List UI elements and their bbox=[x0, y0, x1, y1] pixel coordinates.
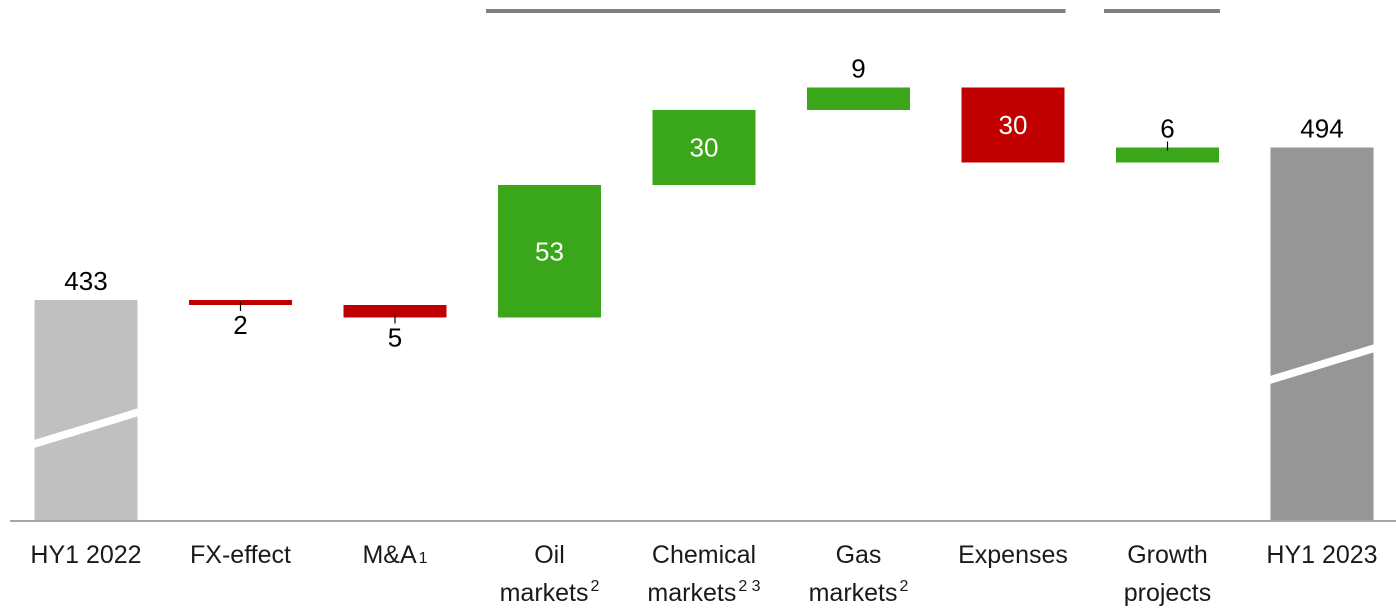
value-label-m-and-a: 5 bbox=[388, 323, 402, 353]
category-label-gas-markets-line2: markets 2 bbox=[809, 578, 909, 607]
footnote-marker-gas-markets: 2 bbox=[900, 578, 909, 595]
value-label-chemical-markets: 30 bbox=[690, 133, 719, 163]
value-label-growth-projects: 6 bbox=[1160, 114, 1174, 144]
category-label-gas-markets: Gas bbox=[836, 541, 882, 569]
category-label-oil-markets: Oil bbox=[534, 541, 565, 569]
value-label-fx-effect: 2 bbox=[233, 310, 247, 340]
bar-growth-projects bbox=[1116, 147, 1219, 163]
bar-expenses bbox=[961, 87, 1065, 163]
axis-break-hy1-2022 bbox=[33, 408, 139, 449]
bar-gas-markets bbox=[807, 87, 910, 110]
category-label-hy1-2022: HY1 2022 bbox=[30, 541, 141, 569]
category-label-chemical-markets-line2: markets 2 3 bbox=[647, 578, 760, 607]
bar-hy1-2022 bbox=[34, 300, 138, 521]
bar-m-and-a bbox=[343, 305, 447, 318]
category-label-expenses: Expenses bbox=[958, 541, 1068, 569]
category-labels: HY1 2022 FX-effect M&A 1 Oil markets 2 Chemical… bbox=[30, 541, 1377, 607]
value-label-expenses: 30 bbox=[999, 110, 1028, 140]
category-label-chemical-markets: Chemical bbox=[652, 541, 756, 569]
value-label-hy1-2023: 494 bbox=[1300, 114, 1343, 144]
category-label-growth-projects-line2: projects bbox=[1124, 579, 1212, 607]
footnote-marker-m-and-a: 1 bbox=[419, 550, 428, 567]
category-label-hy1-2023: HY1 2023 bbox=[1266, 541, 1377, 569]
footnote-marker-oil-markets: 2 bbox=[591, 578, 600, 595]
bar-chemical-markets bbox=[652, 110, 756, 185]
bar-hy1-2023 bbox=[1270, 147, 1374, 521]
value-label-gas-markets: 9 bbox=[851, 54, 865, 84]
value-label-hy1-2022: 433 bbox=[64, 266, 107, 296]
footnote-marker-chemical-markets: 2 3 bbox=[738, 578, 760, 595]
value-label-oil-markets: 53 bbox=[535, 236, 564, 266]
category-label-m-and-a: M&A 1 bbox=[362, 541, 427, 569]
value-labels: 433 2 5 53 30 9 30 6 494 bbox=[64, 54, 1343, 353]
bar-oil-markets bbox=[498, 185, 601, 318]
axis-break-hy1-2023 bbox=[1269, 344, 1375, 385]
category-label-fx-effect: FX-effect bbox=[190, 541, 291, 569]
category-label-oil-markets-line2: markets 2 bbox=[500, 578, 600, 607]
category-label-growth-projects: Growth bbox=[1127, 541, 1208, 569]
bars bbox=[33, 87, 1375, 521]
